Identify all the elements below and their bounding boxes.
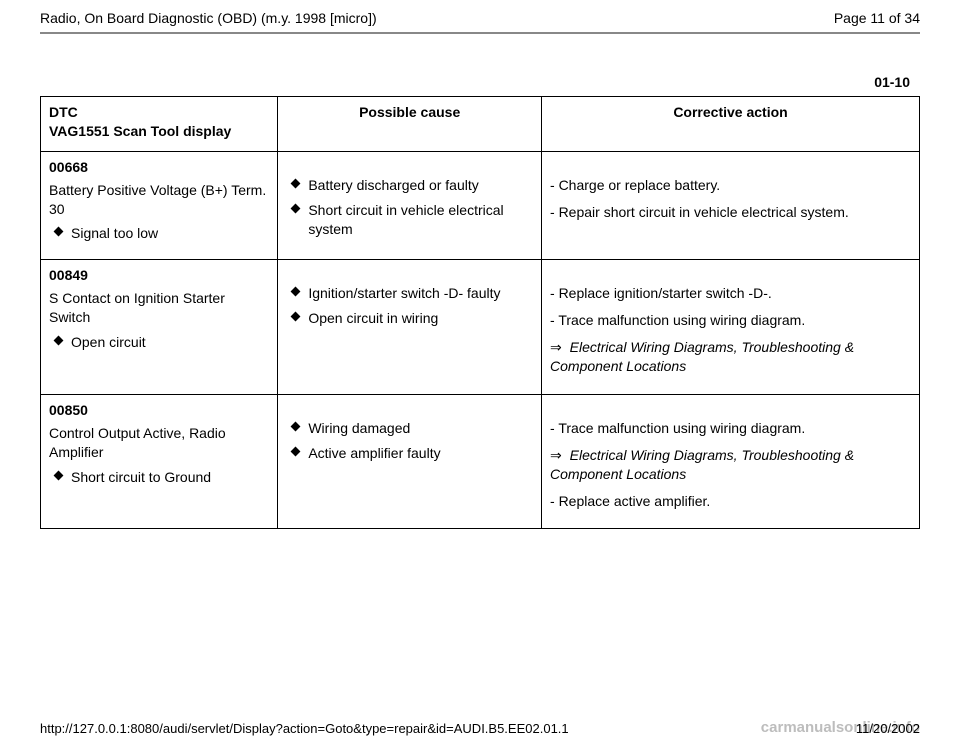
action-item: - Replace ignition/starter switch -D-. xyxy=(550,284,911,303)
th-action: Corrective action xyxy=(542,97,920,152)
header-rule xyxy=(40,32,920,34)
action-item: - Replace active amplifier. xyxy=(550,492,911,511)
page-indicator: Page 11 of 34 xyxy=(834,10,920,26)
cause-list: Wiring damaged Active amplifier faulty xyxy=(286,419,533,463)
action-item: - Trace malfunction using wiring diagram… xyxy=(550,311,911,330)
symptom-list: Open circuit xyxy=(49,333,269,352)
cell-dtc: 00668 Battery Positive Voltage (B+) Term… xyxy=(41,151,278,260)
th-cause: Possible cause xyxy=(278,97,542,152)
table-row: 00850 Control Output Active, Radio Ampli… xyxy=(41,394,920,529)
table-row: 00849 S Contact on Ignition Starter Swit… xyxy=(41,260,920,395)
cause-item: Wiring damaged xyxy=(292,419,533,438)
reference-line: ⇒ Electrical Wiring Diagrams, Troublesho… xyxy=(550,338,911,376)
reference-line: ⇒ Electrical Wiring Diagrams, Troublesho… xyxy=(550,446,911,484)
dtc-desc: S Contact on Ignition Starter Switch xyxy=(49,289,269,327)
symptom-list: Short circuit to Ground xyxy=(49,468,269,487)
doc-title: Radio, On Board Diagnostic (OBD) (m.y. 1… xyxy=(40,10,377,26)
dtc-code: 00850 xyxy=(49,401,269,420)
dtc-code: 00668 xyxy=(49,158,269,177)
reference-text: Electrical Wiring Diagrams, Troubleshoot… xyxy=(550,447,854,482)
action-item: - Trace malfunction using wiring diagram… xyxy=(550,419,911,438)
cause-list: Ignition/starter switch -D- faulty Open … xyxy=(286,284,533,328)
cause-item: Ignition/starter switch -D- faulty xyxy=(292,284,533,303)
cause-item: Open circuit in wiring xyxy=(292,309,533,328)
arrow-icon: ⇒ xyxy=(550,339,562,355)
th-dtc: DTC VAG1551 Scan Tool display xyxy=(41,97,278,152)
symptom-item: Open circuit xyxy=(55,333,269,352)
cell-cause: Battery discharged or faulty Short circu… xyxy=(278,151,542,260)
cell-dtc: 00850 Control Output Active, Radio Ampli… xyxy=(41,394,278,529)
symptom-item: Short circuit to Ground xyxy=(55,468,269,487)
action-item: - Repair short circuit in vehicle electr… xyxy=(550,203,911,222)
cause-item: Short circuit in vehicle electrical syst… xyxy=(292,201,533,239)
header-bar: Radio, On Board Diagnostic (OBD) (m.y. 1… xyxy=(40,10,920,26)
cell-cause: Ignition/starter switch -D- faulty Open … xyxy=(278,260,542,395)
cell-cause: Wiring damaged Active amplifier faulty xyxy=(278,394,542,529)
cell-dtc: 00849 S Contact on Ignition Starter Swit… xyxy=(41,260,278,395)
reference-text: Electrical Wiring Diagrams, Troubleshoot… xyxy=(550,339,854,374)
dtc-desc: Battery Positive Voltage (B+) Term. 30 xyxy=(49,181,269,219)
table-row: 00668 Battery Positive Voltage (B+) Term… xyxy=(41,151,920,260)
page-root: Radio, On Board Diagnostic (OBD) (m.y. 1… xyxy=(0,0,960,742)
dtc-code: 00849 xyxy=(49,266,269,285)
section-number: 01-10 xyxy=(40,74,920,90)
action-item: - Charge or replace battery. xyxy=(550,176,911,195)
cause-item: Active amplifier faulty xyxy=(292,444,533,463)
cause-list: Battery discharged or faulty Short circu… xyxy=(286,176,533,239)
arrow-icon: ⇒ xyxy=(550,447,562,463)
symptom-list: Signal too low xyxy=(49,224,269,243)
table-header-row: DTC VAG1551 Scan Tool display Possible c… xyxy=(41,97,920,152)
footer-url: http://127.0.0.1:8080/audi/servlet/Displ… xyxy=(40,721,569,736)
footer-bar: http://127.0.0.1:8080/audi/servlet/Displ… xyxy=(40,721,920,736)
symptom-item: Signal too low xyxy=(55,224,269,243)
cause-item: Battery discharged or faulty xyxy=(292,176,533,195)
dtc-desc: Control Output Active, Radio Amplifier xyxy=(49,424,269,462)
th-dtc-line2: VAG1551 Scan Tool display xyxy=(49,122,269,141)
cell-action: - Trace malfunction using wiring diagram… xyxy=(542,394,920,529)
dtc-table: DTC VAG1551 Scan Tool display Possible c… xyxy=(40,96,920,529)
cell-action: - Charge or replace battery. - Repair sh… xyxy=(542,151,920,260)
footer-date: 11/20/2002 xyxy=(856,721,920,736)
cell-action: - Replace ignition/starter switch -D-. -… xyxy=(542,260,920,395)
th-dtc-line1: DTC xyxy=(49,103,269,122)
